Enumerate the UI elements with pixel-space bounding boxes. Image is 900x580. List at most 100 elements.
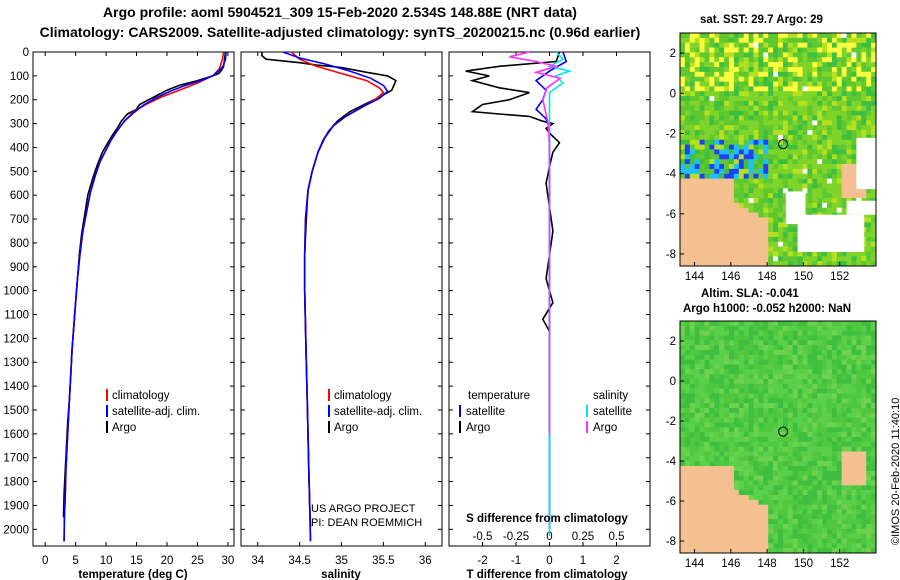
map-cell xyxy=(822,120,828,126)
map-cell xyxy=(699,364,705,370)
map-cell xyxy=(709,480,715,486)
map-cell xyxy=(729,217,735,223)
map-cell xyxy=(836,256,842,262)
map-cell xyxy=(699,100,705,107)
map-cell xyxy=(724,139,730,145)
map-cell xyxy=(773,52,779,58)
map-cell xyxy=(724,100,730,107)
map-cell xyxy=(724,408,730,414)
map-cell xyxy=(768,519,774,525)
map-cell xyxy=(846,47,852,53)
map-cell xyxy=(787,120,793,126)
map-cell xyxy=(807,110,813,116)
map-cell xyxy=(822,125,828,131)
map-cell xyxy=(812,490,818,496)
map-cell xyxy=(812,422,818,428)
map-cell xyxy=(729,100,735,107)
map-cell xyxy=(680,183,686,189)
map-cell xyxy=(724,350,730,356)
map-cell xyxy=(748,57,754,63)
map-cell xyxy=(827,369,833,375)
map-cell xyxy=(689,110,695,116)
map-cell xyxy=(836,251,842,257)
map-cell xyxy=(758,110,764,116)
map-cell xyxy=(743,432,749,438)
map-cell xyxy=(836,379,842,385)
map-cell xyxy=(709,71,715,77)
map-cell xyxy=(797,533,803,539)
map-cell xyxy=(763,261,769,267)
map-cell xyxy=(831,509,838,515)
map-cell xyxy=(817,422,823,428)
map-cell xyxy=(729,188,735,194)
map-cell xyxy=(802,504,808,510)
map-cell xyxy=(807,47,813,53)
depth-tick-label: 500 xyxy=(10,166,29,178)
map-cell xyxy=(709,125,715,131)
map-cell xyxy=(704,47,710,53)
map-cell xyxy=(709,115,715,121)
map-cell xyxy=(802,321,808,327)
map-cell xyxy=(866,198,872,204)
map-cell xyxy=(709,222,715,228)
map-cell xyxy=(733,120,740,126)
map-cell xyxy=(748,120,754,126)
map-cell xyxy=(861,504,867,510)
map-cell xyxy=(778,193,784,199)
map-cell xyxy=(714,212,720,218)
map-cell xyxy=(729,251,735,257)
map-cell xyxy=(831,466,838,472)
map-cell xyxy=(807,37,813,43)
map-cell xyxy=(827,261,833,267)
map-cell xyxy=(704,110,710,116)
map-cell xyxy=(768,62,774,68)
map-cell xyxy=(831,485,838,491)
map-cell xyxy=(724,509,730,515)
x-tick-label: 25 xyxy=(191,555,204,567)
map-cell xyxy=(827,335,833,341)
map-cell xyxy=(753,354,759,360)
map-cell xyxy=(768,139,774,145)
map-cell xyxy=(851,393,857,399)
map-cell xyxy=(753,198,759,204)
map-cell xyxy=(748,504,754,510)
map-cell xyxy=(680,120,686,126)
map-cell xyxy=(782,212,789,218)
map-cell xyxy=(719,528,725,534)
map-cell xyxy=(792,408,798,414)
map-cell xyxy=(768,125,774,131)
map-cell xyxy=(861,548,867,554)
map-cell xyxy=(729,144,735,150)
map-cell xyxy=(797,105,803,111)
map-cell xyxy=(729,130,735,136)
map-cell xyxy=(861,125,867,131)
map-cell xyxy=(861,388,867,394)
map-cell xyxy=(807,91,813,97)
map-cell xyxy=(738,528,744,534)
map-cell xyxy=(773,188,779,194)
map-cell xyxy=(871,427,877,433)
map-cell xyxy=(782,159,789,165)
map-cell xyxy=(836,519,842,525)
map-cell xyxy=(787,509,793,515)
map-cell xyxy=(836,66,842,73)
map-cell xyxy=(729,81,735,87)
map-cell xyxy=(836,37,842,43)
map-cell xyxy=(763,164,769,170)
map-cell xyxy=(719,183,725,189)
map-cell xyxy=(807,528,813,534)
map-cell xyxy=(694,369,700,375)
map-cell xyxy=(846,134,852,141)
map-cell xyxy=(871,388,877,394)
map-cell xyxy=(797,321,803,327)
map-cell xyxy=(684,261,691,267)
map-cell xyxy=(724,427,730,433)
map-cell xyxy=(724,543,730,549)
map-cell xyxy=(812,398,818,404)
map-cell xyxy=(714,149,720,155)
map-cell xyxy=(680,261,686,267)
map-cell xyxy=(689,100,695,107)
map-lat-label: -4 xyxy=(666,169,677,181)
map-cell xyxy=(748,379,754,385)
map-cell xyxy=(831,33,838,39)
